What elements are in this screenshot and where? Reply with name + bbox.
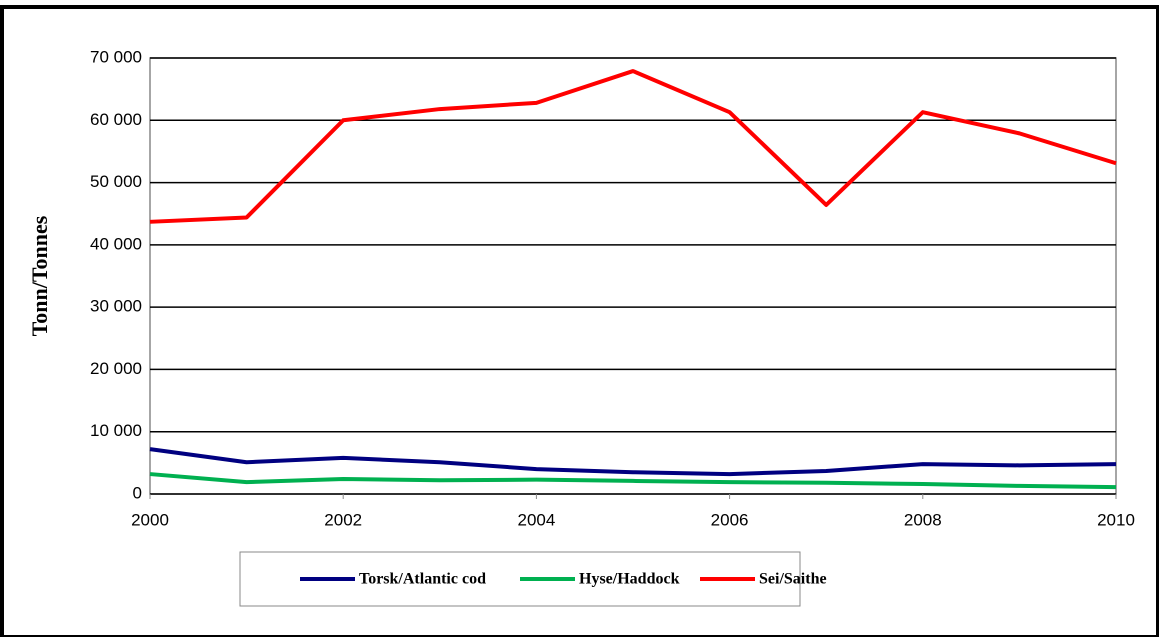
y-axis-label: Tonn/Tonnes [27,215,52,336]
legend-label: Torsk/Atlantic cod [359,571,486,588]
y-tick-label: 60 000 [90,110,142,129]
series-line [149,472,1117,490]
y-tick-label: 30 000 [90,297,142,316]
legend-label: Sei/Saithe [759,571,827,588]
x-tick-label: 2000 [131,510,169,529]
frame [0,5,1159,637]
x-tick-label: 2010 [1097,510,1135,529]
legend-label: Hyse/Haddock [579,571,680,588]
series-line [149,447,1117,477]
x-tick-label: 2006 [711,510,749,529]
y-tick-label: 10 000 [90,421,142,440]
series-line [149,69,1117,224]
y-tick-label: 50 000 [90,172,142,191]
x-tick-label: 2002 [324,510,362,529]
x-tick-label: 2004 [517,510,555,529]
y-tick-label: 40 000 [90,234,142,253]
y-tick-label: 20 000 [90,359,142,378]
x-tick-label: 2008 [904,510,942,529]
y-tick-label: 0 [133,483,142,502]
y-tick-label: 70 000 [90,47,142,66]
